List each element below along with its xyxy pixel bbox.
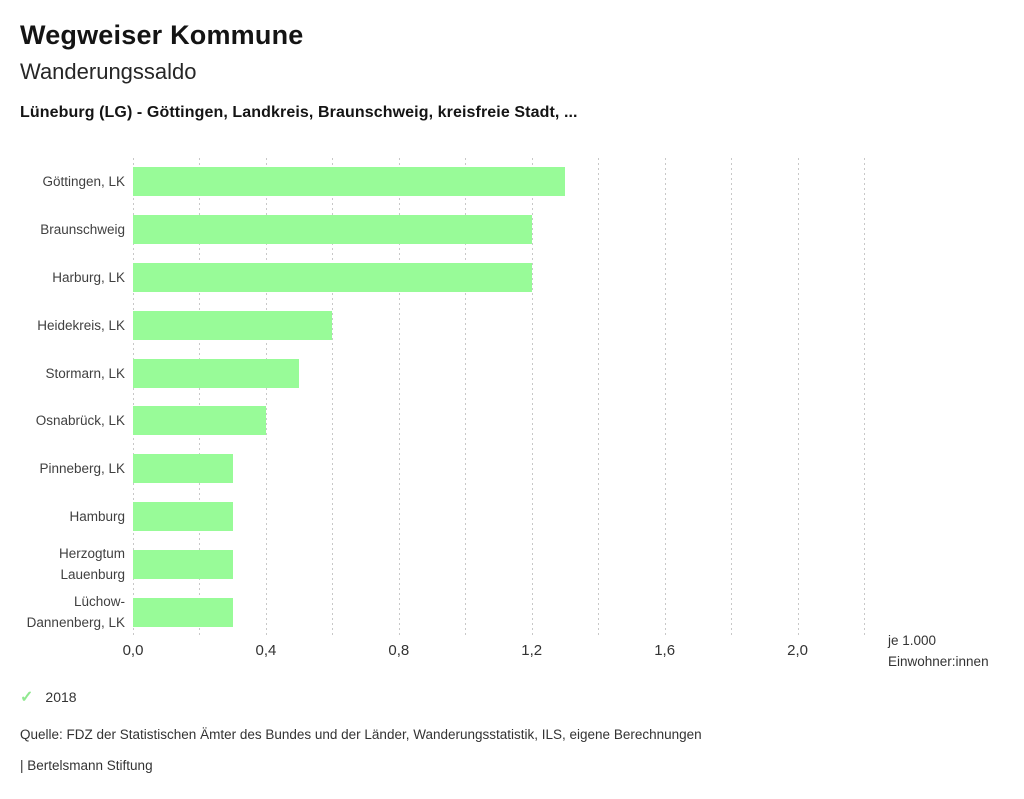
category-label: Herzogtum Lauenburg	[58, 546, 125, 583]
bar[interactable]	[133, 502, 233, 531]
x-tick-label: 1,2	[521, 642, 543, 659]
category-label: Harburg, LK	[52, 269, 125, 285]
gridline	[864, 158, 865, 636]
bar[interactable]	[133, 549, 233, 579]
category-label: Pinneberg, LK	[39, 461, 125, 477]
category-label: Göttingen, LK	[42, 174, 125, 190]
bar[interactable]	[133, 454, 233, 484]
axis-unit-line1: je 1.000	[888, 633, 937, 648]
chart-subtitle: Lüneburg (LG) - Göttingen, Landkreis, Br…	[20, 104, 578, 121]
category-label: Braunschweig	[40, 222, 125, 238]
category-label: Heidekreis, LK	[37, 317, 125, 333]
gridline	[598, 158, 600, 636]
x-tick-label: 1,6	[654, 642, 676, 659]
category-label: Osnabrück, LK	[35, 413, 125, 429]
legend-item-2018[interactable]: ✓ 2018	[20, 687, 77, 707]
legend-year-label: 2018	[45, 689, 77, 705]
bar[interactable]	[133, 597, 233, 627]
gridline	[133, 158, 134, 636]
x-axis: je 1.000 Einwohner:innen 0,0 0,4 0,8 1,2 1,6…	[123, 633, 989, 676]
plot-area	[133, 158, 865, 636]
branding-text: | Bertelsmann Stiftung	[20, 758, 153, 773]
source-text: Quelle: FDZ der Statistischen Ämter des …	[20, 727, 702, 742]
gridline	[265, 158, 267, 636]
gridline	[398, 158, 400, 636]
category-axis: Göttingen, LK Braunschweig Harburg, LK Heid…	[0, 158, 125, 636]
gridline	[332, 158, 334, 636]
chart-title: Wanderungssaldo	[20, 59, 197, 84]
axis-unit-label: je 1.000 Einwohner:innen	[888, 630, 989, 672]
app-title: Wegweiser Kommune	[20, 20, 304, 50]
gridline	[531, 158, 533, 636]
bar[interactable]	[133, 310, 333, 340]
x-tick-label: 0,0	[122, 642, 144, 659]
bar-chart: Göttingen, LK Braunschweig Harburg, LK Heid…	[0, 158, 1024, 678]
bar[interactable]	[133, 215, 532, 245]
category-label: Stormarn, LK	[45, 365, 125, 381]
category-label: Hamburg	[69, 508, 125, 524]
x-tick-label: 2,0	[787, 642, 808, 659]
gridline	[465, 158, 467, 636]
gridline	[731, 158, 733, 636]
category-label: Lüchow-Dannenberg, LK	[26, 594, 125, 631]
bar[interactable]	[133, 263, 532, 292]
gridline	[664, 158, 666, 636]
gridline	[797, 158, 799, 636]
axis-unit-line2: Einwohner:innen	[888, 654, 989, 669]
gridline	[199, 158, 201, 636]
check-icon: ✓	[20, 689, 34, 706]
bar[interactable]	[133, 358, 300, 388]
x-tick-label: 0,8	[388, 642, 410, 659]
x-tick-label: 0,4	[255, 642, 277, 659]
bar[interactable]	[133, 406, 266, 436]
bar[interactable]	[133, 167, 565, 197]
